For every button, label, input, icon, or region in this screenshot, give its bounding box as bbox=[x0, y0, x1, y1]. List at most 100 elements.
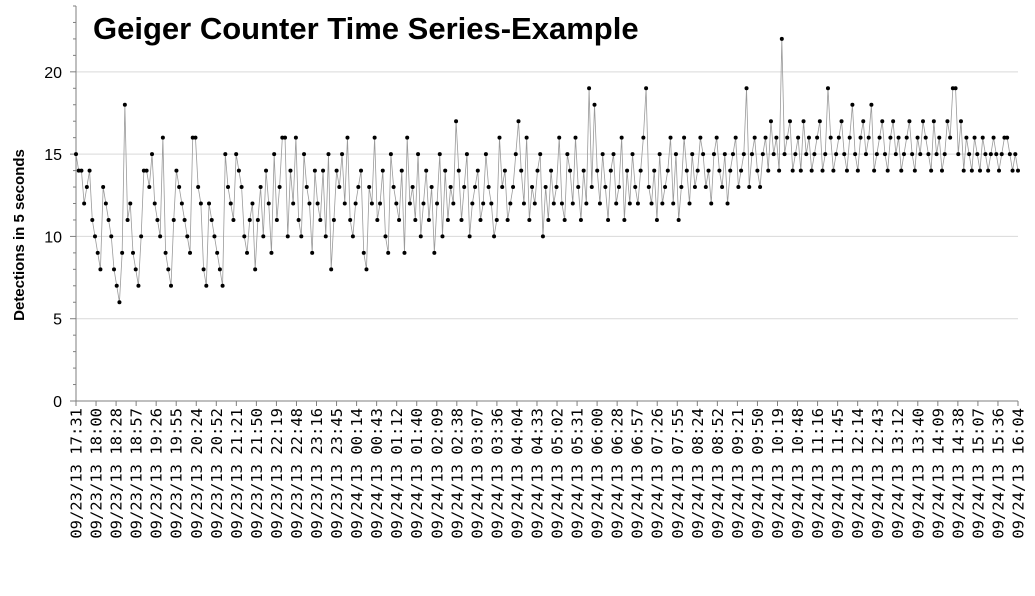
data-point bbox=[1007, 152, 1012, 157]
y-tick-label: 20 bbox=[44, 65, 62, 82]
data-point bbox=[337, 185, 342, 190]
data-point bbox=[874, 152, 879, 157]
data-point bbox=[942, 152, 947, 157]
data-point bbox=[475, 168, 480, 173]
data-point bbox=[258, 185, 263, 190]
data-point bbox=[524, 135, 529, 140]
data-point bbox=[413, 217, 418, 222]
data-point bbox=[986, 168, 991, 173]
data-point bbox=[223, 152, 228, 157]
x-tick-label: 09/24/13 16:04 bbox=[1010, 408, 1028, 539]
data-point bbox=[131, 250, 136, 255]
data-point bbox=[701, 152, 706, 157]
x-tick-label: 09/23/13 23:16 bbox=[308, 408, 326, 539]
data-point bbox=[768, 119, 773, 124]
data-point bbox=[839, 119, 844, 124]
data-point bbox=[500, 185, 505, 190]
data-point bbox=[331, 217, 336, 222]
data-point bbox=[291, 201, 296, 206]
x-tick-label: 09/23/13 18:00 bbox=[88, 408, 106, 539]
data-point bbox=[133, 267, 138, 272]
data-point bbox=[152, 201, 157, 206]
data-point bbox=[231, 217, 236, 222]
data-point bbox=[964, 135, 969, 140]
data-point bbox=[603, 185, 608, 190]
x-tick-label: 09/24/13 07:26 bbox=[649, 408, 667, 539]
data-point bbox=[823, 152, 828, 157]
data-point bbox=[247, 217, 252, 222]
y-tick-label: 15 bbox=[44, 147, 62, 164]
data-point bbox=[272, 152, 277, 157]
data-point bbox=[166, 267, 171, 272]
data-point bbox=[725, 201, 730, 206]
data-point bbox=[125, 217, 130, 222]
data-point bbox=[804, 152, 809, 157]
data-point bbox=[443, 168, 448, 173]
data-point bbox=[931, 119, 936, 124]
data-point bbox=[831, 168, 836, 173]
x-tick-label: 09/24/13 06:00 bbox=[589, 408, 607, 539]
data-point bbox=[82, 201, 87, 206]
data-point bbox=[342, 201, 347, 206]
data-point bbox=[364, 267, 369, 272]
data-point bbox=[977, 168, 982, 173]
x-tick-label: 09/23/13 22:19 bbox=[268, 408, 286, 539]
data-point bbox=[825, 86, 830, 91]
data-point bbox=[171, 217, 176, 222]
data-point bbox=[899, 168, 904, 173]
data-point bbox=[136, 283, 141, 288]
data-point bbox=[445, 217, 450, 222]
data-point bbox=[103, 201, 108, 206]
data-point bbox=[622, 217, 627, 222]
data-point bbox=[904, 135, 909, 140]
chart-title: Geiger Counter Time Series-Example bbox=[93, 11, 639, 46]
data-point bbox=[204, 283, 209, 288]
data-point bbox=[581, 168, 586, 173]
data-point bbox=[234, 152, 239, 157]
data-point bbox=[850, 102, 855, 107]
data-point bbox=[817, 119, 822, 124]
data-point bbox=[236, 168, 241, 173]
data-point bbox=[1016, 168, 1020, 173]
axes bbox=[70, 5, 1019, 406]
data-point bbox=[641, 135, 646, 140]
data-point bbox=[953, 86, 958, 91]
data-point bbox=[619, 135, 624, 140]
data-point bbox=[418, 234, 423, 239]
data-point bbox=[847, 135, 852, 140]
data-point bbox=[760, 152, 765, 157]
data-point bbox=[486, 185, 491, 190]
x-tick-label: 09/23/13 22:48 bbox=[288, 408, 306, 539]
data-point bbox=[554, 185, 559, 190]
data-point bbox=[855, 168, 860, 173]
x-tick-label: 09/24/13 01:40 bbox=[408, 408, 426, 539]
data-point bbox=[215, 250, 220, 255]
data-point bbox=[394, 201, 399, 206]
data-point bbox=[798, 168, 803, 173]
data-point bbox=[95, 250, 100, 255]
data-point bbox=[283, 135, 288, 140]
data-point bbox=[407, 201, 412, 206]
data-point bbox=[828, 135, 833, 140]
data-point bbox=[546, 217, 551, 222]
data-point bbox=[967, 152, 972, 157]
data-point bbox=[174, 168, 179, 173]
data-point bbox=[611, 152, 616, 157]
data-point bbox=[432, 250, 437, 255]
data-point bbox=[348, 217, 353, 222]
data-point bbox=[367, 185, 372, 190]
data-point bbox=[573, 135, 578, 140]
data-point bbox=[350, 234, 355, 239]
x-tick-label: 09/24/13 14:09 bbox=[929, 408, 947, 539]
data-point bbox=[663, 185, 668, 190]
data-point bbox=[470, 201, 475, 206]
data-point bbox=[93, 234, 97, 239]
x-tick-label: 09/24/13 14:38 bbox=[949, 408, 967, 539]
data-point bbox=[692, 185, 697, 190]
data-point bbox=[630, 152, 635, 157]
data-point bbox=[752, 135, 757, 140]
data-point bbox=[340, 152, 345, 157]
data-point bbox=[304, 185, 309, 190]
data-point bbox=[654, 217, 659, 222]
